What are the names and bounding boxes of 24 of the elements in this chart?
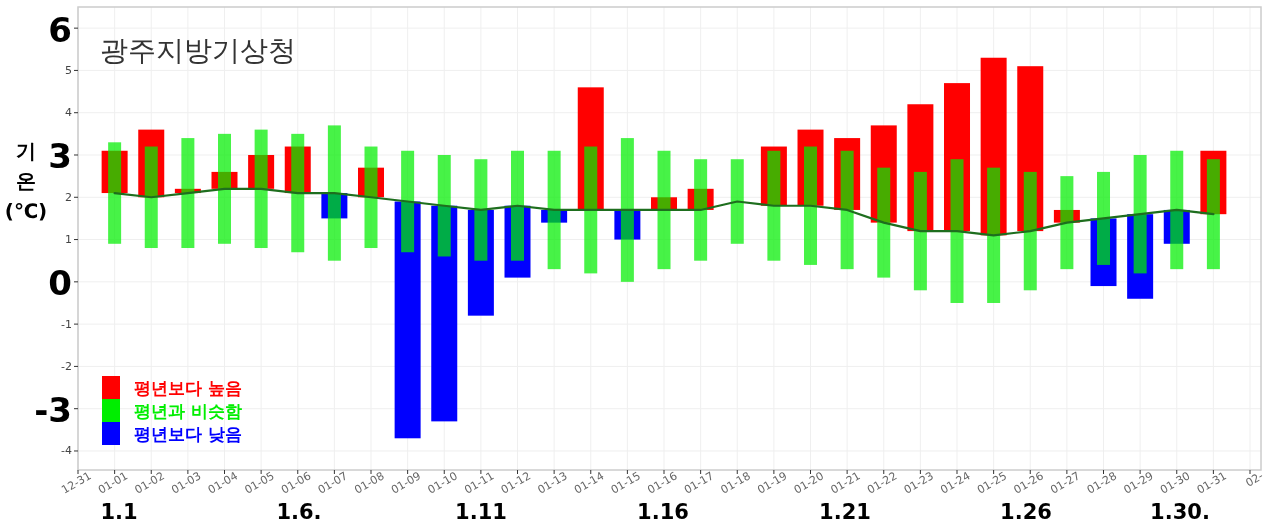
- y-tick-label: -2: [61, 359, 72, 373]
- y-tick-label: -4: [61, 444, 72, 458]
- legend-label: 평년과 비슷함: [134, 401, 242, 421]
- text: 1.21: [819, 500, 871, 520]
- y-tick-label: 4: [65, 106, 72, 120]
- y-tick-label: 1: [65, 233, 72, 247]
- y-tick-label: 2: [65, 190, 72, 204]
- legend-label: 평년보다 높음: [134, 378, 242, 398]
- legend-label: 평년보다 낮음: [134, 424, 242, 444]
- text: 3: [48, 136, 72, 176]
- y-tick-label: -1: [61, 317, 72, 331]
- text: 1.16: [637, 500, 689, 520]
- x-tick-label: 02-: [1243, 469, 1263, 490]
- text: 1.11: [455, 500, 507, 520]
- text: 1.26: [1000, 500, 1052, 520]
- text: 1.6.: [276, 500, 322, 520]
- y-tick-label: 5: [65, 63, 72, 77]
- text: 6: [48, 10, 72, 50]
- text: -3: [34, 390, 72, 430]
- text: 0: [48, 263, 72, 303]
- annotation: 광주지방기상청: [100, 33, 296, 67]
- text: 1.30.: [1150, 500, 1210, 520]
- y-axis-title: 기 온 (℃): [4, 139, 48, 223]
- text: 1.1: [100, 500, 138, 520]
